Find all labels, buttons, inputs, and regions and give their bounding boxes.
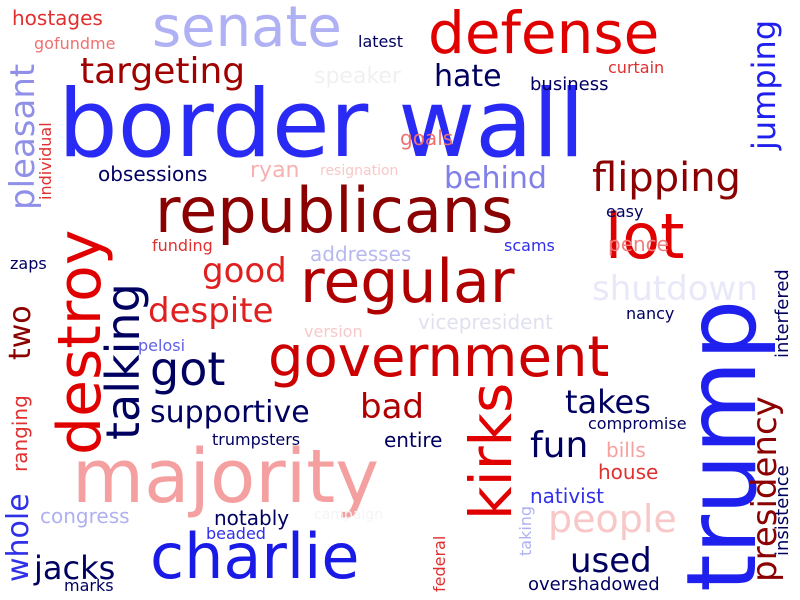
word-despite: despite: [148, 291, 274, 331]
word-marks: marks: [64, 576, 114, 595]
word-speaker: speaker: [314, 64, 401, 89]
word-nativist: nativist: [530, 484, 604, 508]
word-defense: defense: [428, 0, 660, 67]
word-addresses: addresses: [310, 242, 412, 266]
word-hate: hate: [434, 59, 502, 94]
word-house: house: [598, 460, 659, 484]
word-funding: funding: [152, 236, 213, 255]
word-overshadowed: overshadowed: [528, 574, 660, 595]
word-republicans: republicans: [155, 174, 514, 247]
word-senate: senate: [152, 0, 342, 60]
word-two: two: [3, 305, 38, 360]
word-ranging: ranging: [8, 395, 32, 472]
word-interfered: interfered: [772, 269, 793, 358]
word-gofundme: gofundme: [34, 34, 116, 53]
word-goals: goals: [400, 126, 454, 150]
word-pleasant: pleasant: [3, 63, 43, 210]
word-got: got: [150, 342, 226, 396]
word-talking: talking: [96, 283, 150, 440]
word-pelosi: pelosi: [138, 336, 186, 355]
word-trumpsters: trumpsters: [212, 430, 301, 449]
word-zaps: zaps: [10, 254, 47, 273]
word-kirks: kirks: [457, 382, 525, 520]
word-charlie: charlie: [150, 520, 360, 593]
word-pence: pence: [608, 232, 669, 256]
word-easy: easy: [606, 202, 644, 221]
word-campaign: campaign: [314, 507, 384, 523]
word-behind: behind: [444, 161, 547, 196]
word-scams: scams: [504, 236, 555, 255]
word-people: people: [548, 497, 677, 541]
word-used: used: [570, 541, 652, 581]
word-border-wall: border wall: [58, 70, 585, 179]
word-obsessions: obsessions: [98, 162, 208, 186]
word-good: good: [202, 251, 287, 291]
word-hostages: hostages: [12, 6, 103, 30]
word-flipping: flipping: [592, 155, 741, 201]
word-federal: federal: [430, 535, 449, 592]
word-bills: bills: [606, 438, 646, 462]
word-individual: individual: [36, 122, 55, 200]
word-latest: latest: [358, 32, 403, 51]
word-beaded: beaded: [206, 524, 266, 543]
word-jumping: jumping: [745, 19, 783, 150]
word-fun: fun: [530, 425, 589, 466]
word-ryan: ryan: [250, 158, 300, 183]
word-lot: lot: [605, 200, 685, 273]
word-taking: taking: [516, 505, 535, 556]
word-insistence: insistence: [772, 465, 793, 556]
word-regular: regular: [300, 247, 515, 317]
word-majority: majority: [72, 434, 380, 520]
word-whole: whole: [1, 493, 36, 582]
word-resignation: resignation: [320, 163, 399, 179]
word-shutdown: shutdown: [592, 269, 758, 309]
word-government: government: [268, 325, 610, 390]
word-version: version: [304, 322, 363, 341]
word-supportive: supportive: [150, 395, 310, 430]
word-entire: entire: [384, 428, 443, 452]
word-targeting: targeting: [80, 51, 246, 92]
word-business: business: [530, 74, 609, 95]
word-notably: notably: [214, 506, 290, 530]
word-compromise: compromise: [588, 414, 687, 433]
word-vicepresident: vicepresident: [418, 310, 553, 334]
word-bad: bad: [360, 387, 424, 427]
word-nancy: nancy: [626, 304, 675, 323]
word-congress: congress: [40, 504, 130, 528]
word-jacks: jacks: [34, 549, 116, 587]
word-curtain: curtain: [608, 58, 665, 77]
word-takes: takes: [565, 383, 651, 421]
